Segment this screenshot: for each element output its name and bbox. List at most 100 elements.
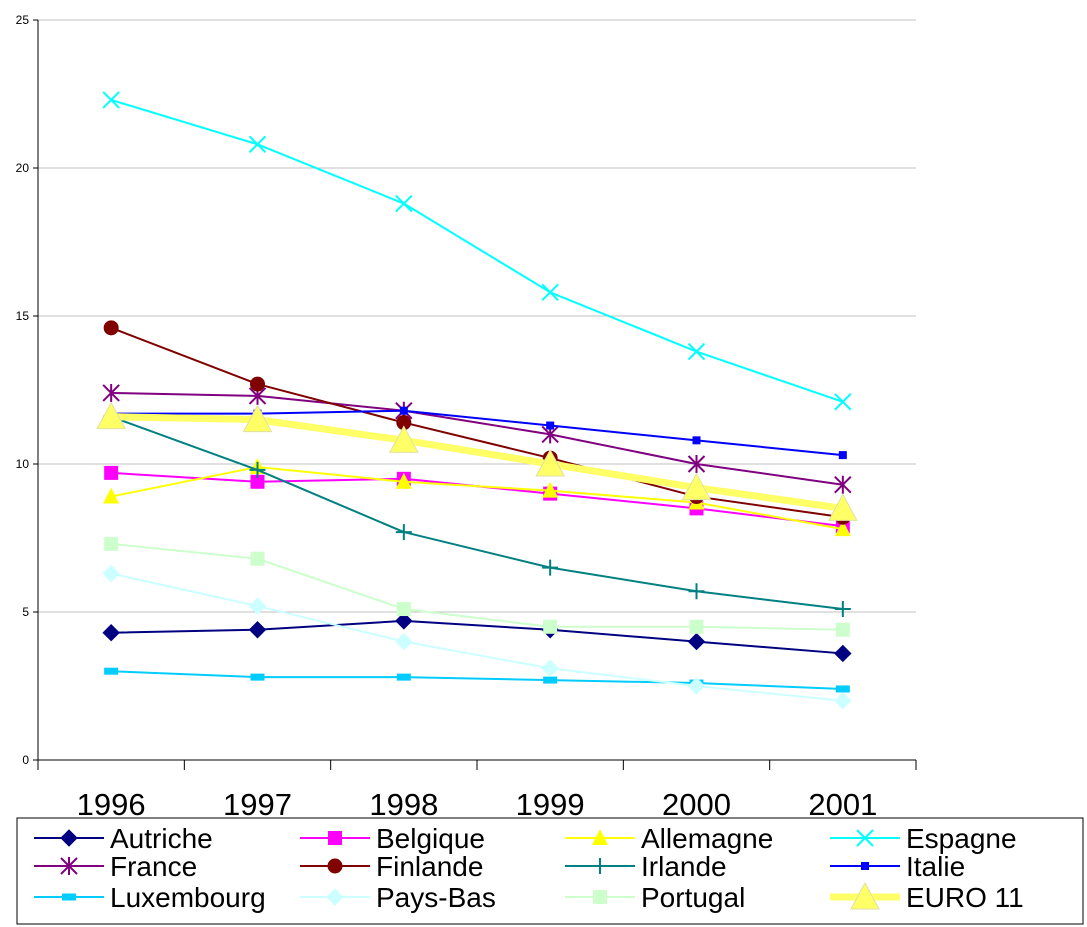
series-line [111,413,844,512]
data-point [395,194,413,213]
legend-label: Irlande [641,851,727,882]
data-point [546,421,555,430]
data-point [103,320,119,336]
legend-item-belgique: Belgique [300,823,485,854]
data-point [250,551,265,566]
series-line [111,670,843,690]
ytick-label: 15 [16,309,30,323]
legend-marker [60,829,78,847]
series-allemagne [103,457,851,537]
data-point [834,520,851,537]
data-point [250,474,265,489]
series-pays-bas [102,564,852,710]
data-point [543,676,558,684]
data-point [835,622,850,637]
data-point [834,393,852,411]
legend-item-italie: Italie [830,851,965,882]
data-point [543,619,558,634]
data-point [687,342,706,361]
legend-label: Pays-Bas [376,882,496,913]
data-point [102,91,120,109]
legend-box [16,817,1084,925]
legend-item-luxembourg: Luxembourg [34,882,266,913]
series-line [110,415,843,611]
xtick-label: 1998 [369,787,438,822]
data-point [102,624,120,642]
data-point [248,621,267,639]
legend-label: Allemagne [641,823,773,854]
legend-label: Espagne [906,823,1017,854]
data-point [834,475,852,494]
legend-label: Portugal [641,882,745,913]
data-point [104,465,119,480]
legend-label: Autriche [110,823,213,854]
legend-item-allemagne: Allemagne [565,823,773,854]
data-point [248,597,267,615]
data-point [687,632,706,651]
legend-item-france: France [34,851,197,882]
data-point [834,601,851,618]
data-point [395,612,413,630]
data-point [395,524,412,541]
data-point [687,677,706,695]
data-point [687,455,706,473]
legend-marker [593,890,607,904]
series-line [111,471,843,528]
plot-area [96,91,858,710]
legend-item-irlande: Irlande [565,851,727,882]
legend-item-euro-11: EURO 11 [830,881,1024,913]
legend-label: EURO 11 [906,882,1024,913]
legend-marker [592,829,608,845]
legend-label: Luxembourg [110,882,266,913]
data-point [827,493,858,521]
data-point [395,632,413,651]
series-line [110,465,844,531]
series-portugal [104,536,850,637]
legend-marker [62,893,76,901]
gridlines [38,19,916,613]
legend-marker [856,829,874,847]
data-point [388,425,419,453]
legend-marker [327,858,343,874]
xtick-label: 2000 [662,787,731,822]
tick-labels: 0 5 10 15 20 25 1996 1997 1998 1999 2000 2001 [16,13,878,822]
legend-label: Italie [906,851,965,882]
series-line [111,409,843,457]
xtick-label: 1997 [223,787,292,822]
legend-marker [328,831,342,845]
data-point [104,536,119,551]
xtick-label: 1999 [516,787,585,822]
data-point [250,673,265,681]
legend: Autriche Belgique Allemagne Espagne France Fi… [16,817,1084,925]
series-line [110,572,843,702]
series-espagne [102,91,852,411]
series-euro-11 [96,401,858,521]
data-point [692,436,701,445]
series-line [110,326,843,519]
data-point [541,659,559,677]
data-point [248,135,267,154]
xtick-label: 1996 [77,787,146,822]
legend-label: France [110,851,197,882]
data-point [542,481,559,498]
data-point [396,415,412,431]
data-point [535,448,566,477]
legend-marker [60,857,78,875]
data-point [541,283,559,302]
axes [33,19,917,770]
data-point [834,644,852,663]
data-point [250,376,265,392]
data-point [242,404,273,433]
legend-item-espagne: Espagne [830,823,1017,854]
data-point [396,602,411,617]
data-point [399,406,408,415]
data-point [396,673,411,681]
series-line [111,542,843,631]
data-point [838,451,847,460]
legend-marker [850,881,880,910]
ytick-label: 0 [22,753,29,767]
xtick-label: 2001 [808,787,877,822]
series-luxembourg [104,667,850,693]
legend-item-autriche: Autriche [34,823,213,854]
